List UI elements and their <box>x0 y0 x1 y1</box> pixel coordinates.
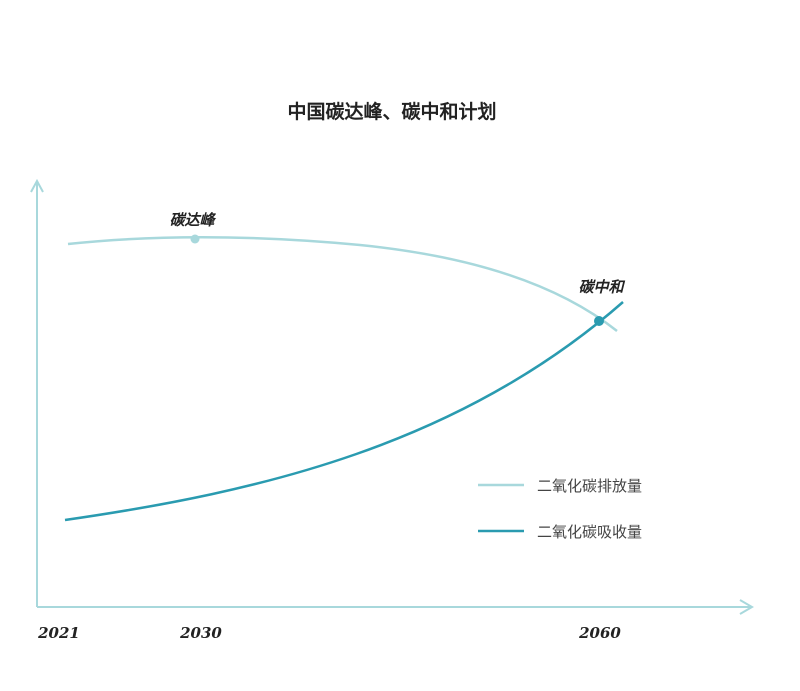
absorption-curve <box>64 301 624 522</box>
peak-label: 碳达峰 <box>169 211 216 229</box>
emission-curve <box>67 236 618 332</box>
legend-label: 二氧化碳排放量 <box>537 477 642 495</box>
axes <box>30 178 754 615</box>
title: 中国碳达峰、碳中和计划 <box>287 100 496 123</box>
legend-label: 二氧化碳吸收量 <box>537 523 642 541</box>
x-label: 2060 <box>578 624 621 642</box>
x-label: 2030 <box>179 624 222 642</box>
x-label: 2021 <box>37 624 80 642</box>
neutral-point <box>594 316 604 326</box>
peak-point <box>190 234 200 244</box>
neutral-label: 碳中和 <box>578 278 625 296</box>
